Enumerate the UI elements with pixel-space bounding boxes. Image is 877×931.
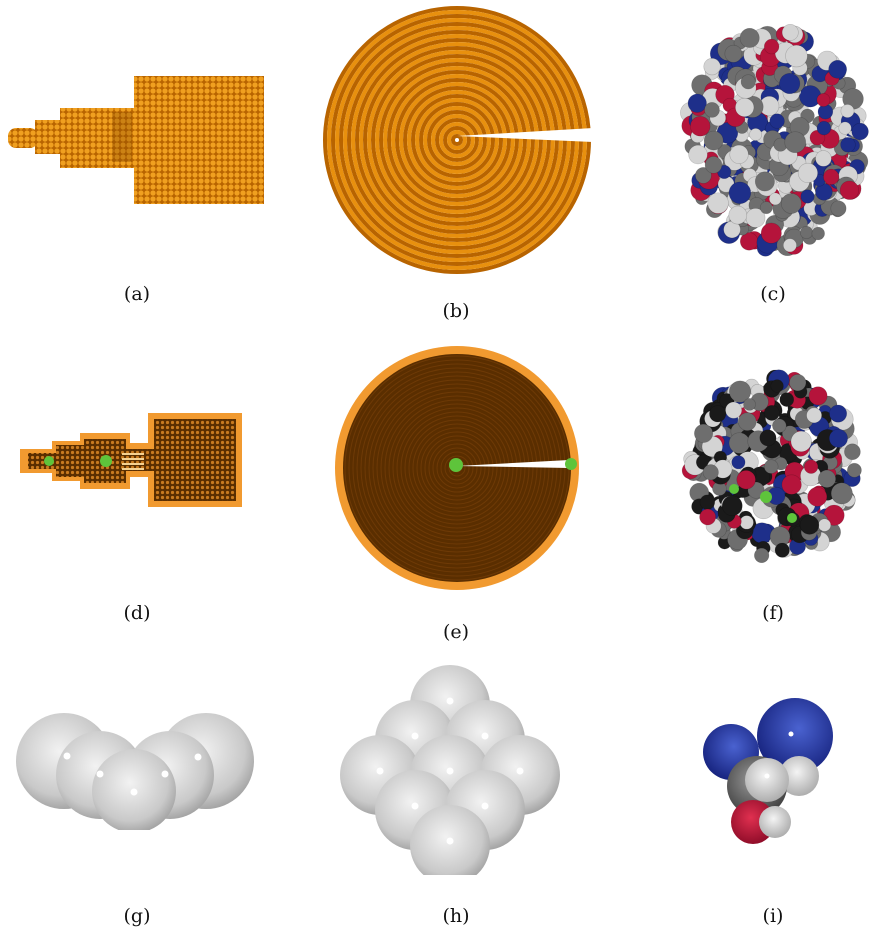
caption-d: (d) [123,602,151,624]
molecule-svg [703,698,833,844]
protein-svg [680,24,869,257]
panel-c-protein [676,20,871,260]
disk-slit [457,128,593,142]
disk-section-svg [335,346,579,590]
caption-f: (f) [762,602,784,624]
block-tip [8,128,38,148]
block-section-svg [20,413,242,507]
caption-e: (e) [442,621,470,643]
panel-f-protein-section [680,365,865,570]
caption-g: (g) [123,905,151,927]
sphere-cluster-svg [340,665,560,885]
panel-b-spiral-disk [323,0,593,285]
marker-f-center [760,491,772,503]
caption-a: (a) [123,283,151,305]
panel-d-block-section [10,405,250,520]
panel-g-sphere-chain [10,695,260,833]
block-large [134,76,264,204]
atom-h-center [745,758,789,802]
disk-section-slit [457,460,569,468]
sphere-h-9 [410,805,490,885]
marker-d-2 [100,455,112,467]
panel-i-molecule [695,690,840,845]
panel-h-sphere-cluster [340,665,560,885]
atom-h-bottom [759,806,791,838]
block-neck [35,120,63,154]
caption-h: (h) [442,905,470,927]
protein-section-svg [681,369,862,564]
marker-e-center [449,458,463,472]
atom-h-right [779,756,819,796]
caption-c: (c) [760,283,786,305]
caption-i: (i) [762,905,784,927]
marker-f-left [729,484,739,494]
atom-n-top [757,698,833,774]
stepped-block-svg [8,76,264,204]
block-middle [60,108,138,168]
caption-b: (b) [442,300,470,322]
panel-a-stepped-block [0,70,275,210]
marker-d-1 [44,456,54,466]
panel-e-disk-section [333,344,583,594]
marker-e-edge [565,458,577,470]
marker-f-right [787,513,797,523]
sphere-chain-svg [16,713,254,833]
spiral-disk-svg [323,6,593,274]
